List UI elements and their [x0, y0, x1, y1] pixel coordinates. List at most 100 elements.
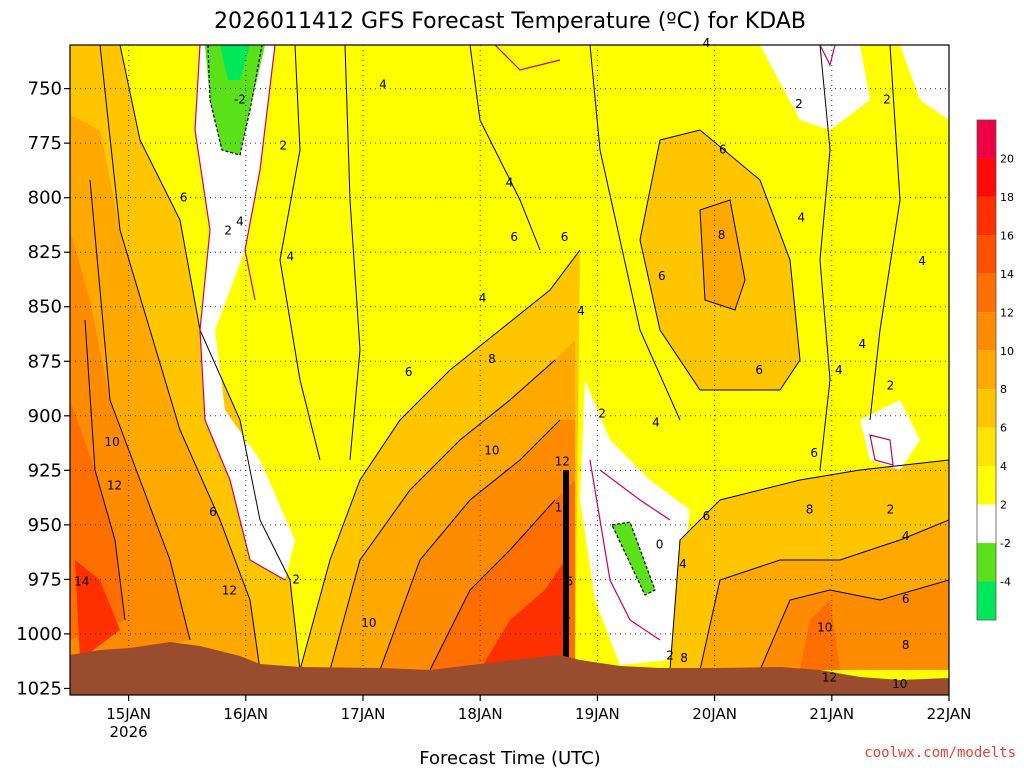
- contour-value-label: 4: [679, 557, 687, 571]
- contour-value-label: -2: [234, 93, 246, 107]
- contour-value-label: 6: [209, 505, 217, 519]
- colorbar-swatch: [977, 543, 996, 582]
- contour-value-label: 6: [703, 509, 711, 523]
- contour-value-label: 2: [224, 223, 232, 237]
- contour-value-label: 6: [180, 191, 188, 205]
- zero-contours: [194, 45, 894, 641]
- y-tick-label: 775: [28, 133, 62, 154]
- contour-value-label: 2: [598, 407, 606, 421]
- contour-value-label: 10: [817, 620, 832, 634]
- contour-value-label: 8: [488, 352, 496, 366]
- contour-value-label: 6: [658, 269, 666, 283]
- contour-value-label: 4: [379, 77, 387, 91]
- contour-value-label: 6: [405, 365, 413, 379]
- contour-value-label: 2: [795, 97, 803, 111]
- y-tick-label: 975: [28, 569, 62, 590]
- colorbar-swatch: [977, 581, 996, 620]
- colorbar-label: 16: [1000, 229, 1014, 242]
- contour-value-label: 6: [565, 575, 573, 589]
- contour-value-label: 12: [107, 479, 122, 493]
- colorbar-label: 6: [1000, 422, 1007, 435]
- y-tick-label: 850: [28, 297, 62, 318]
- colorbar-swatch: [977, 350, 996, 390]
- contour-value-label: 10: [361, 616, 376, 630]
- contour-value-label: 12: [222, 583, 237, 597]
- contour-value-label: 2: [279, 138, 287, 152]
- contour-value-label: 6: [755, 363, 763, 377]
- x-tick-label: 21JAN: [809, 705, 854, 723]
- colorbar-swatch: [977, 504, 996, 544]
- colorbar-label: -2: [1000, 537, 1011, 550]
- contour-value-label: 2: [883, 93, 891, 107]
- contour-value-label: 14: [555, 500, 570, 514]
- contour-value-label: 4: [479, 291, 487, 305]
- contour-value-label: 4: [798, 210, 806, 224]
- colorbar-label: 14: [1000, 268, 1014, 281]
- contour-value-label: 4: [703, 36, 711, 50]
- x-tick-label: 20JAN: [692, 705, 737, 723]
- colorbar-label: 4: [1000, 460, 1007, 473]
- y-axis-ticks: 750 775 800 825 850 875 900 925 950 975 1000 1025: [16, 79, 70, 699]
- contour-value-label: 6: [902, 592, 910, 606]
- colorbar-swatch: [977, 389, 996, 428]
- y-tick-label: 900: [28, 406, 62, 427]
- contour-value-label: 0: [656, 537, 664, 551]
- contour-value-label: 2: [887, 378, 895, 392]
- x-tick-label: 19JAN: [575, 705, 620, 723]
- colorbar-swatch: [977, 196, 996, 236]
- contour-value-label: 6: [719, 143, 727, 157]
- contour-value-label: 6: [510, 230, 518, 244]
- colorbar-swatch: [977, 235, 996, 274]
- y-tick-label: 875: [28, 351, 62, 372]
- contour-value-label: 2: [887, 503, 895, 517]
- y-tick-label: 825: [28, 242, 62, 263]
- contour-value-label: 10: [105, 435, 120, 449]
- contour-value-label: 8: [902, 638, 910, 652]
- contour-value-label: 4: [563, 609, 571, 623]
- colorbar-swatch: [977, 158, 996, 197]
- ground-surface: [70, 642, 949, 695]
- colorbar: -4 -2 2 4 6 8 10 12 14 16 18 20: [976, 119, 1014, 621]
- y-tick-label: 950: [28, 515, 62, 536]
- y-tick-label: 750: [28, 79, 62, 100]
- contour-value-label: 2: [292, 572, 300, 586]
- source-credit: coolwx.com/modelts: [864, 745, 1016, 761]
- y-tick-label: 925: [28, 460, 62, 481]
- y-tick-label: 1000: [16, 624, 62, 645]
- contour-value-label: 8: [680, 651, 688, 665]
- colorbar-label: 20: [1000, 152, 1014, 165]
- contour-value-label: 4: [236, 215, 244, 229]
- colorbar-swatch: [977, 427, 996, 467]
- y-tick-label: 1025: [16, 678, 62, 699]
- contour-value-label: 2: [666, 649, 674, 663]
- contour-value-label: 4: [835, 363, 843, 377]
- contour-value-label: 10: [892, 677, 907, 691]
- colorbar-label: 18: [1000, 191, 1014, 204]
- x-tick-label: 18JAN: [458, 705, 503, 723]
- chart-title: 2026011412 GFS Forecast Temperature (ºC)…: [214, 9, 806, 34]
- contour-value-label: 4: [287, 250, 295, 264]
- contour-value-label: 14: [74, 575, 89, 589]
- contour-value-label: 8: [718, 228, 726, 242]
- plot-frame: [69, 44, 950, 696]
- contour-value-label: 4: [902, 529, 910, 543]
- x-tick-label: 16JAN: [223, 705, 268, 723]
- contour-value-label: 4: [506, 175, 514, 189]
- negative-contours: [207, 45, 656, 596]
- contour-value-label: 4: [918, 254, 926, 268]
- colorbar-label: 10: [1000, 345, 1014, 358]
- colorbar-swatch: [977, 273, 996, 313]
- contour-value-label: 4: [577, 304, 585, 318]
- contour-value-label: 10: [484, 444, 499, 458]
- contour-value-label: 8: [806, 503, 814, 517]
- x-tick-label: 17JAN: [341, 705, 386, 723]
- x-tick-sublabel: 2026: [110, 723, 148, 741]
- colorbar-swatch: [977, 120, 996, 159]
- x-tick-label: 15JAN: [106, 705, 151, 723]
- colorbar-swatch: [977, 466, 996, 505]
- colorbar-frame: [976, 119, 997, 621]
- colorbar-label: -4: [1000, 576, 1011, 589]
- colorbar-label: 2: [1000, 499, 1007, 512]
